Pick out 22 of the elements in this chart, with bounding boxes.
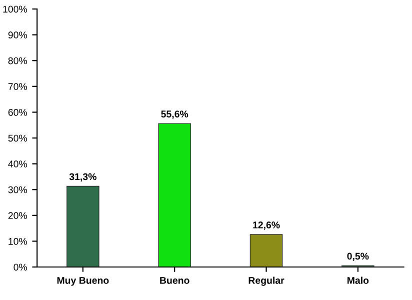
data-label: 55,6%	[161, 110, 188, 119]
x-tick-label: Regular	[248, 276, 284, 286]
data-label: 31,3%	[69, 173, 96, 182]
y-tick-label: 100%	[3, 6, 28, 13]
x-tick-label: Muy Bueno	[57, 277, 109, 286]
y-tick-label: 40%	[8, 160, 28, 168]
y-tick-label: 0%	[14, 264, 28, 271]
y-tick-label: 60%	[8, 108, 28, 116]
data-label: 12,6%	[253, 222, 280, 230]
data-label: 0,5%	[347, 252, 369, 262]
y-tick-label: 90%	[8, 32, 28, 38]
y-tick-label: 30%	[8, 186, 28, 194]
x-tick-label: Bueno	[160, 277, 190, 284]
bar	[158, 123, 191, 267]
y-tick-label: 70%	[8, 83, 28, 90]
x-tick-label: Malo	[348, 276, 369, 284]
y-tick-label: 10%	[8, 238, 28, 245]
y-tick-label: 50%	[8, 134, 28, 142]
bar	[66, 186, 100, 267]
y-tick-label: 80%	[8, 57, 28, 64]
bar	[250, 234, 283, 267]
y-tick-label: 20%	[8, 212, 28, 220]
